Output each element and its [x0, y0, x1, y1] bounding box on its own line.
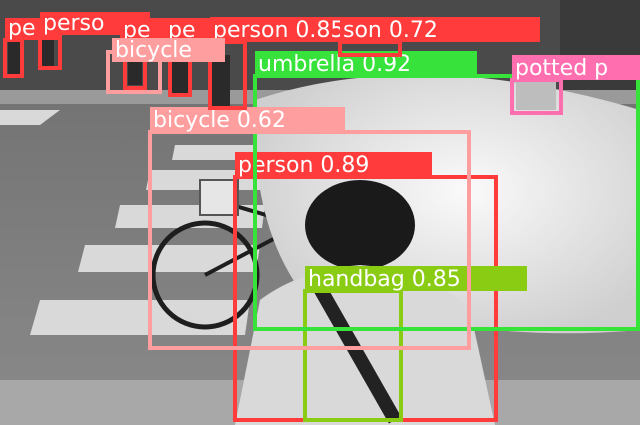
detection-label: handbag 0.85 [308, 267, 461, 292]
detection-label: perso [43, 11, 104, 36]
person-hair [305, 180, 415, 270]
detection-label: bicycle [115, 38, 192, 63]
detection-label: person 0.89 [238, 153, 369, 178]
detection-bicycle: bicycle [106, 38, 225, 94]
detection-label: son 0.72 [343, 18, 438, 43]
detection-label: bicycle 0.62 [153, 108, 286, 133]
detection-umbrella: umbrella 0.92 [253, 51, 640, 331]
detection-person: person 0.89 [233, 152, 498, 422]
label-background [150, 107, 345, 132]
detection-person: son 0.72 [338, 17, 540, 57]
detection-bicycle: bicycle 0.62 [148, 107, 471, 350]
detection-label: pe [8, 16, 36, 41]
label-background [340, 17, 540, 42]
label-background [305, 266, 527, 291]
label-background [512, 55, 640, 80]
label-background [112, 38, 225, 62]
bicycle-basket [199, 179, 239, 216]
detection-label: potted p [515, 56, 608, 81]
detection-handbag: handbag 0.85 [303, 266, 527, 422]
person-torso [235, 265, 495, 425]
detection-potted-plant: potted p [510, 55, 640, 115]
handbag-strap [311, 281, 402, 424]
detection-label: person 0.85 [213, 18, 344, 43]
label-background [235, 152, 432, 177]
